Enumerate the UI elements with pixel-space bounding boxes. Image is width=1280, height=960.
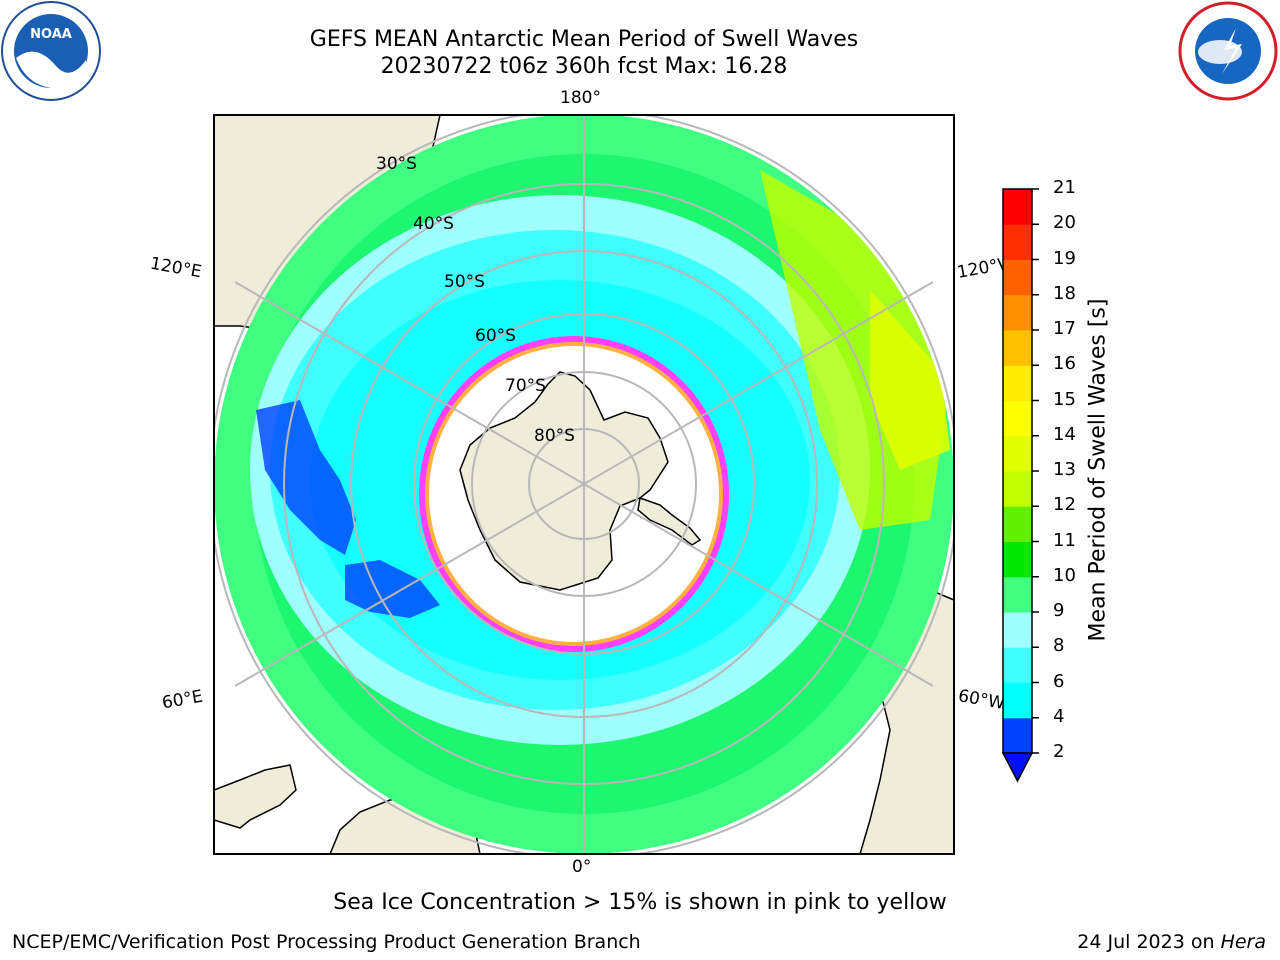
colorbar (1001, 188, 1039, 783)
colorbar-block (1003, 612, 1032, 648)
lat-label-40: 40°S (413, 214, 454, 234)
colorbar-block (1003, 647, 1032, 683)
lat-label-80: 80°S (534, 426, 575, 446)
colorbar-tick-label: 17 (1053, 318, 1076, 339)
madagascar-landmass (214, 764, 297, 829)
lat-label-50: 50°S (444, 272, 485, 292)
colorbar-tick-label: 11 (1053, 529, 1076, 551)
graticule (214, 115, 954, 854)
lat-label-30: 30°S (376, 154, 417, 174)
colorbar-label: Mean Period of Swell Waves [s] (1085, 298, 1111, 642)
lat-label-60: 60°S (475, 326, 516, 346)
map-frame-border (213, 114, 955, 855)
colorbar-blocks (1003, 189, 1032, 754)
colorbar-tick-label: 21 (1053, 177, 1076, 198)
longest-period-region (870, 290, 950, 470)
colorbar-tick-label: 15 (1053, 388, 1076, 410)
lat-labels: 30°S 40°S 50°S 60°S 70°S 80°S (376, 154, 575, 446)
lon-label-0: 0° (572, 857, 592, 877)
colorbar-block (1003, 189, 1032, 225)
lat-label-70: 70°S (505, 376, 546, 396)
colorbar-tick-label: 14 (1053, 423, 1076, 445)
date-prefix: 24 Jul 2023 on (1077, 931, 1221, 953)
colorbar-tick-label: 16 (1053, 353, 1076, 375)
colorbar-tick-label: 20 (1053, 212, 1076, 234)
colorbar-block (1003, 224, 1032, 260)
date-line: 24 Jul 2023 on Hera (1077, 931, 1266, 953)
colorbar-tick-label: 19 (1053, 247, 1076, 269)
colorbar-tick-label: 8 (1053, 635, 1065, 657)
meridian-60e-120w (234, 281, 934, 687)
chart-title: GEFS MEAN Antarctic Mean Period of Swell… (309, 27, 859, 52)
colorbar-tick-label: 10 (1053, 564, 1076, 586)
colorbar-block (1003, 259, 1032, 296)
date-host: Hera (1220, 931, 1266, 953)
nws-logo (1178, 1, 1278, 101)
colorbar-block (1003, 717, 1032, 754)
sea-ice-footnote: Sea Ice Concentration > 15% is shown in … (333, 890, 947, 915)
colorbar-block (1003, 506, 1032, 542)
colorbar-block (1003, 682, 1032, 719)
credit-line: NCEP/EMC/Verification Post Processing Pr… (12, 931, 641, 953)
noaa-logo-text: NOAA (30, 27, 72, 42)
colorbar-ticks (1032, 188, 1039, 754)
lon-label-180: 180° (560, 88, 601, 108)
colorbar-under-triangle (1001, 752, 1034, 783)
noaa-logo: NOAA (1, 1, 101, 101)
colorbar-block (1003, 471, 1032, 507)
colorbar-tick-label: 6 (1053, 670, 1065, 692)
short-period-patch-west (256, 400, 356, 555)
antarctica-landmass (459, 371, 669, 591)
colorbar-tick-label: 9 (1053, 600, 1065, 621)
colorbar-block (1003, 541, 1032, 578)
colorbar-tick-label: 18 (1053, 282, 1076, 304)
colorbar-tick-label: 4 (1053, 705, 1065, 727)
colorbar-block (1003, 400, 1032, 437)
colorbar-tick-label: 13 (1053, 459, 1076, 480)
colorbar-block (1003, 330, 1032, 366)
colorbar-block (1003, 365, 1032, 401)
colorbar-block (1003, 435, 1032, 472)
colorbar-tick-label: 2 (1053, 741, 1065, 762)
chart-subtitle: 20230722 t06z 360h fcst Max: 16.28 (380, 54, 788, 79)
colorbar-tick-label: 12 (1053, 494, 1076, 516)
colorbar-block (1003, 576, 1032, 613)
colorbar-block (1003, 294, 1032, 331)
